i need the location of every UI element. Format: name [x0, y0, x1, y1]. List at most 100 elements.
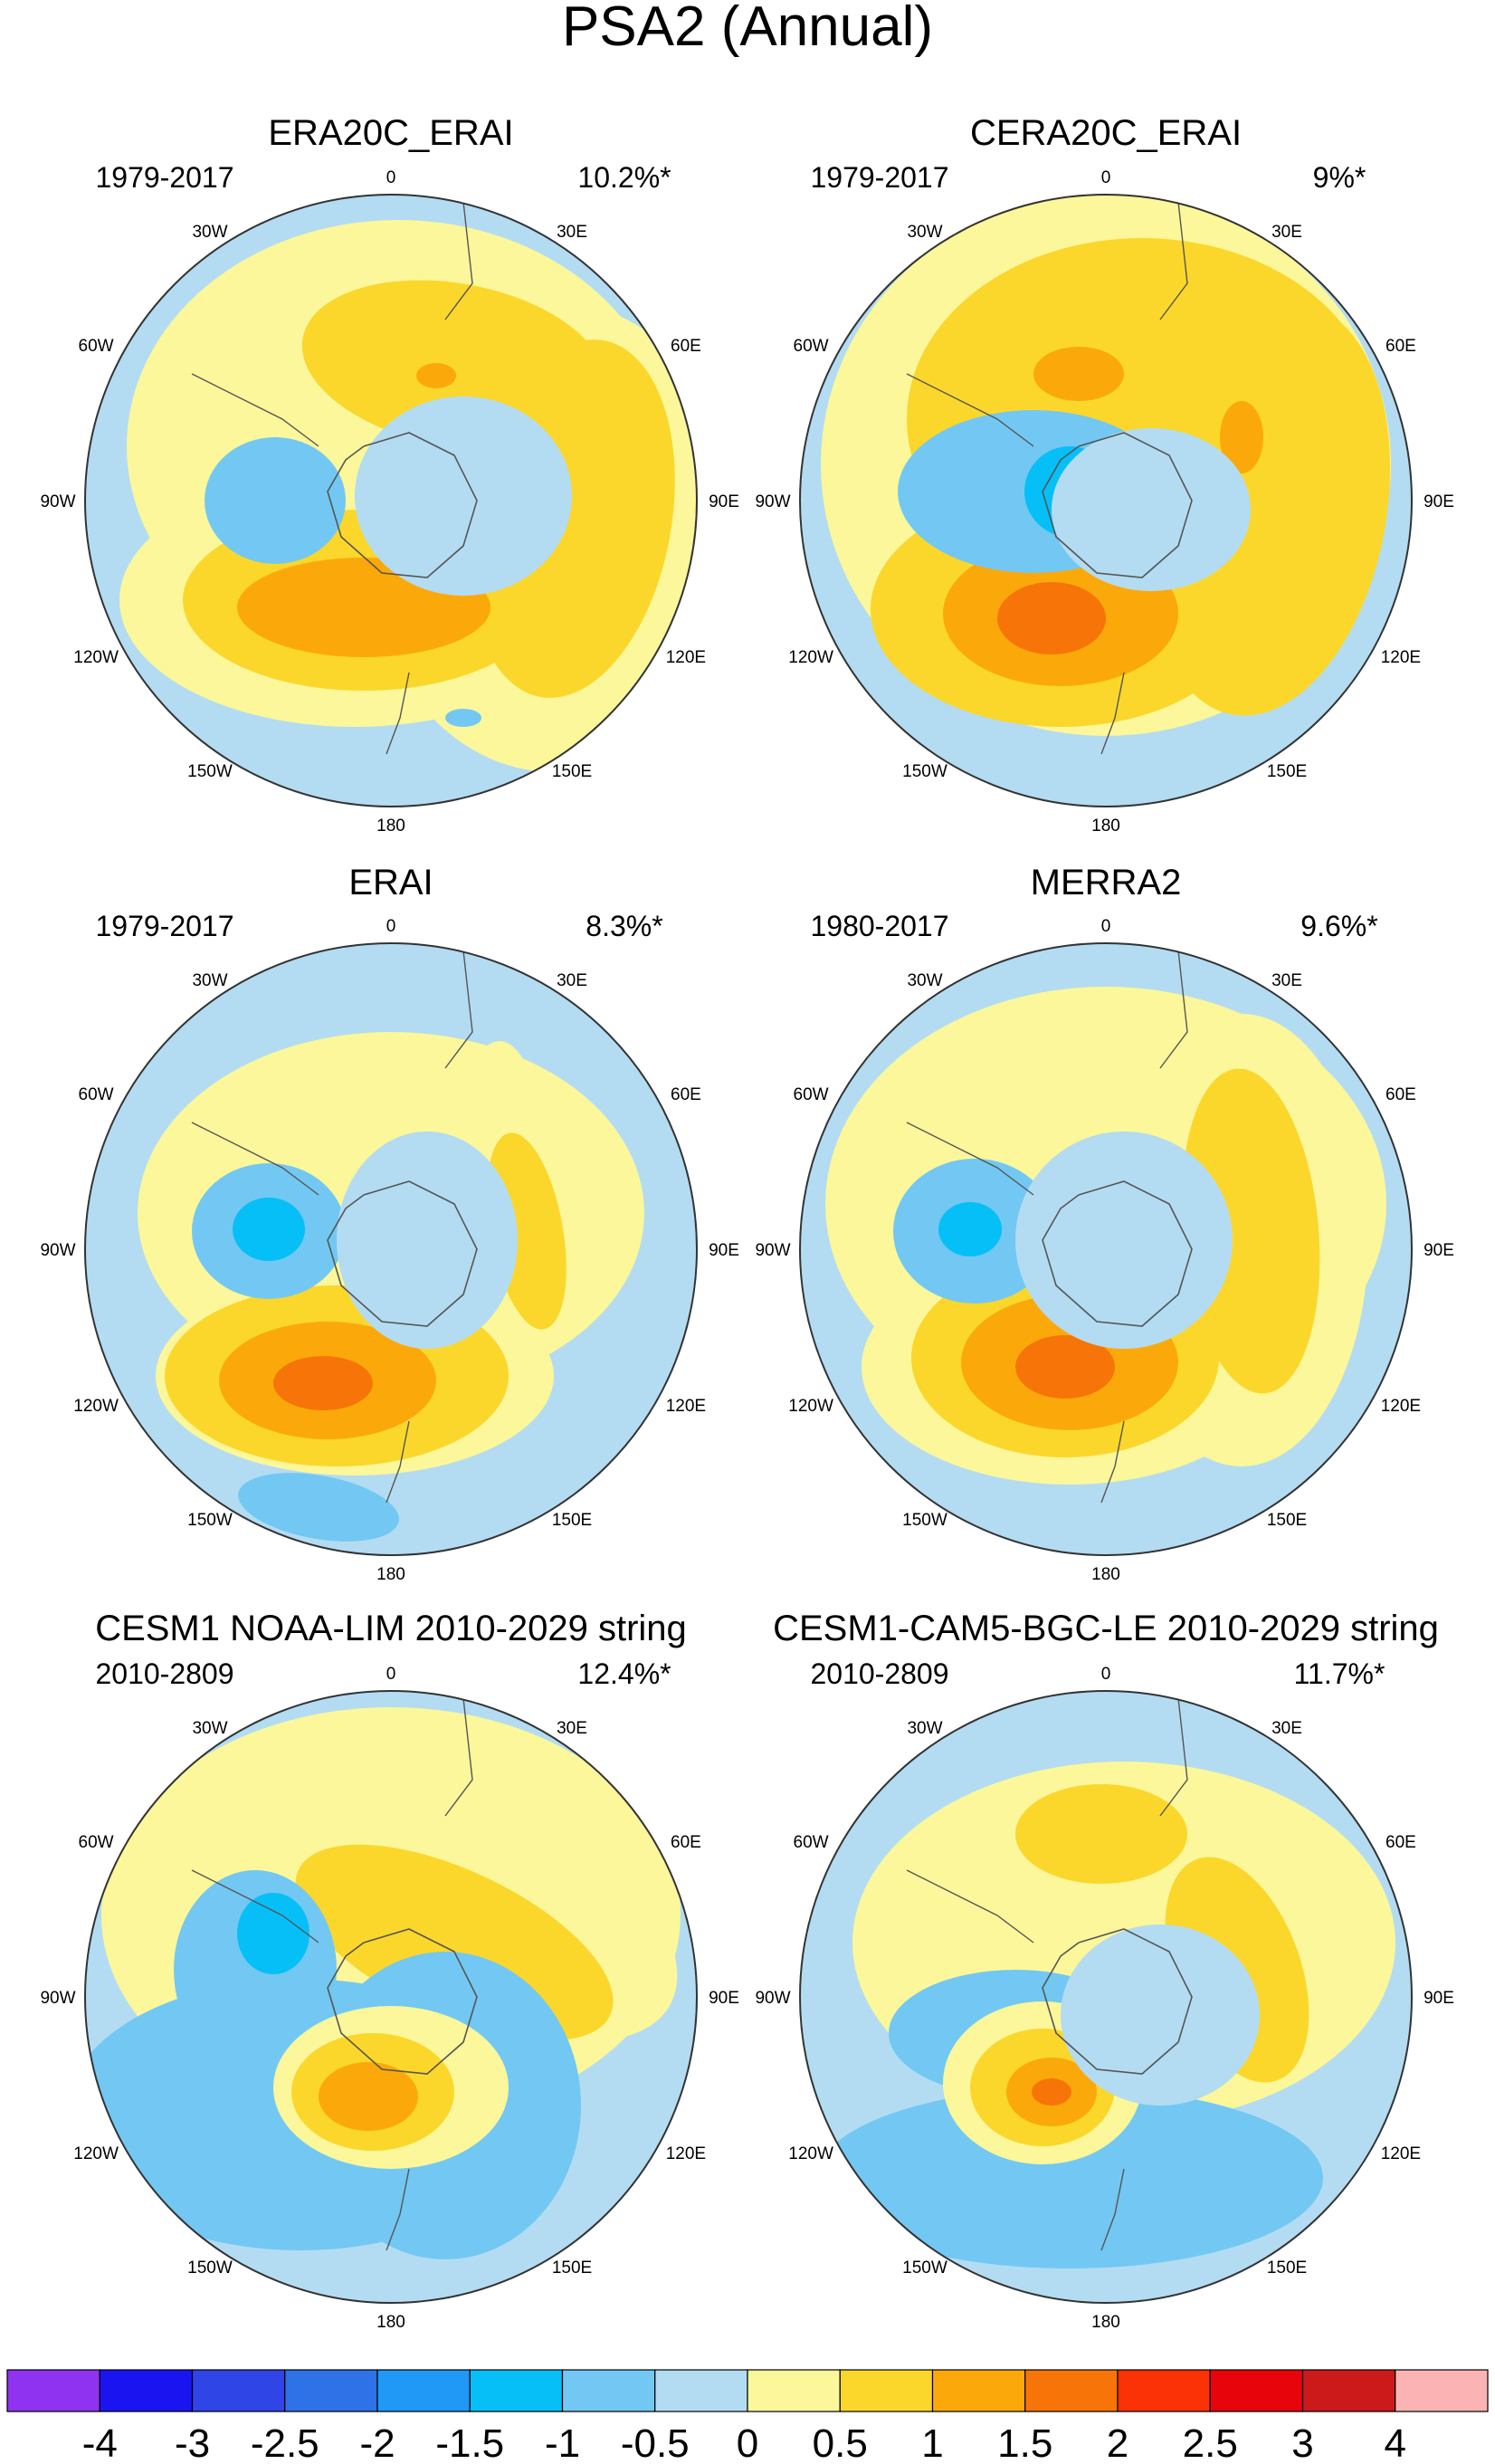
- anomaly-contour: [997, 582, 1106, 654]
- longitude-label: 150E: [552, 1511, 592, 1530]
- colorbar-swatch: [376, 2369, 471, 2412]
- anomaly-contour: [1015, 1132, 1233, 1349]
- longitude-label: 90E: [709, 1241, 739, 1260]
- longitude-label: 30E: [1271, 223, 1302, 242]
- anomaly-contour: [233, 1198, 305, 1261]
- colorbar-label: 4: [1385, 2421, 1406, 2459]
- anomaly-contour: [816, 2087, 1323, 2268]
- longitude-label: 30W: [192, 223, 227, 242]
- anomaly-contour: [1015, 1335, 1115, 1399]
- map-border: [84, 942, 698, 1556]
- coastline: [1042, 1180, 1193, 1327]
- panel-title: CESM1-CAM5-BGC-LE 2010-2029 string: [773, 1609, 1439, 1648]
- longitude-label: 150W: [902, 1511, 947, 1530]
- panel-variance: 11.7%*: [1294, 1657, 1385, 1690]
- panel-variance: 9%*: [1313, 161, 1366, 194]
- panel-title: ERA20C_ERAI: [268, 113, 513, 153]
- colorbar-swatch: [284, 2369, 378, 2412]
- longitude-label: 90W: [40, 1989, 75, 2008]
- longitude-label: 150E: [552, 762, 592, 781]
- panel-grid: ERA20C_ERAI 1979-2017 10.2%* 0 30E 60E 90E 120E…: [40, 113, 1453, 2332]
- longitude-label: 60W: [79, 337, 114, 356]
- longitude-label: 60E: [671, 337, 701, 356]
- anomaly-contour: [319, 2062, 418, 2131]
- map-field: [800, 943, 1412, 1555]
- colorbar-label: -1.5: [435, 2421, 504, 2459]
- colorbar: -4 -3 -2.5 -2 -1.5 -1 -0.5 0 0.5 1 1.5 2 2.5 3 4: [6, 2369, 1489, 2464]
- anomaly-contour: [1032, 2078, 1071, 2106]
- longitude-label: 150W: [187, 762, 233, 781]
- colorbar-swatch: [931, 2369, 1026, 2412]
- longitude-label: 0: [1101, 168, 1111, 187]
- coastline: [327, 432, 478, 578]
- panel-period: 1979-2017: [95, 161, 233, 194]
- map-panel: CESM1-CAM5-BGC-LE 2010-2029 string 2010-2…: [755, 1609, 1453, 2332]
- coastline: [444, 201, 473, 320]
- longitude-label: 150E: [1267, 2259, 1307, 2278]
- map-field: [800, 1691, 1412, 2303]
- longitude-label: 30W: [907, 971, 942, 990]
- colorbar-label: -1: [545, 2421, 580, 2459]
- longitude-label: 120E: [666, 648, 706, 667]
- map-border: [84, 194, 698, 807]
- longitude-label: 180: [1091, 1565, 1120, 1584]
- map-border: [799, 942, 1413, 1556]
- panel-period: 1979-2017: [810, 161, 948, 194]
- coastline: [1159, 1697, 1188, 1817]
- anomaly-contour: [355, 396, 572, 596]
- map-field: [800, 195, 1412, 807]
- map-field: [85, 1691, 697, 2303]
- colorbar-swatch: [1024, 2369, 1119, 2412]
- longitude-label: 30E: [1271, 971, 1302, 990]
- map-border: [799, 194, 1413, 807]
- panel-title: CERA20C_ERAI: [970, 113, 1242, 153]
- longitude-label: 60W: [794, 1085, 829, 1104]
- longitude-label: 30E: [557, 1719, 587, 1738]
- coastline: [327, 1180, 478, 1327]
- longitude-label: 30W: [192, 1719, 227, 1738]
- longitude-label: 60W: [794, 1833, 829, 1852]
- panel-period: 2010-2809: [810, 1657, 948, 1690]
- colorbar-swatch: [1209, 2369, 1304, 2412]
- colorbar-swatch: [1395, 2369, 1489, 2412]
- anomaly-contour: [1220, 401, 1263, 473]
- anomaly-contour: [416, 363, 456, 388]
- panel-variance: 8.3%*: [586, 910, 662, 942]
- longitude-label: 0: [1101, 1665, 1111, 1684]
- colorbar-label: -4: [82, 2421, 118, 2459]
- anomaly-contour: [938, 1202, 1002, 1256]
- longitude-label: 60E: [1385, 1833, 1416, 1852]
- colorbar-label: -0.5: [621, 2421, 690, 2459]
- map-panel: CERA20C_ERAI 1979-2017 9%* 0 30E 60E 90E 120E 15…: [755, 113, 1453, 836]
- page-title: PSA2 (Annual): [562, 0, 933, 58]
- anomaly-contour: [1033, 347, 1124, 401]
- longitude-label: 60E: [671, 1085, 701, 1104]
- longitude-label: 180: [376, 1565, 405, 1584]
- longitude-label: 120W: [73, 1397, 119, 1416]
- coastline: [906, 1869, 1034, 1944]
- longitude-label: 60E: [1385, 337, 1416, 356]
- longitude-label: 150W: [187, 1511, 233, 1530]
- coastline: [386, 2168, 410, 2251]
- longitude-label: 90W: [755, 492, 790, 511]
- map-panel: ERA20C_ERAI 1979-2017 10.2%* 0 30E 60E 90E 120E…: [40, 113, 738, 836]
- anomaly-contour: [273, 1356, 373, 1410]
- colorbar-label: -2: [359, 2421, 395, 2459]
- longitude-label: 180: [376, 817, 405, 836]
- coastline: [1100, 672, 1125, 755]
- anomaly-contour: [1061, 1924, 1260, 2106]
- map-border: [84, 1690, 698, 2304]
- longitude-label: 30E: [557, 971, 587, 990]
- longitude-label: 120E: [1381, 648, 1421, 667]
- coastline: [386, 1420, 410, 1504]
- longitude-label: 30W: [907, 223, 942, 242]
- colorbar-label: 1.5: [997, 2421, 1052, 2459]
- longitude-label: 150W: [187, 2259, 233, 2278]
- longitude-label: 120W: [788, 648, 833, 667]
- longitude-label: 180: [1091, 2313, 1120, 2332]
- longitude-label: 0: [386, 168, 396, 187]
- colorbar-label: 2: [1107, 2421, 1128, 2459]
- colorbar-swatch: [747, 2369, 841, 2412]
- coastline: [906, 1122, 1034, 1196]
- coastline: [1042, 1928, 1193, 2075]
